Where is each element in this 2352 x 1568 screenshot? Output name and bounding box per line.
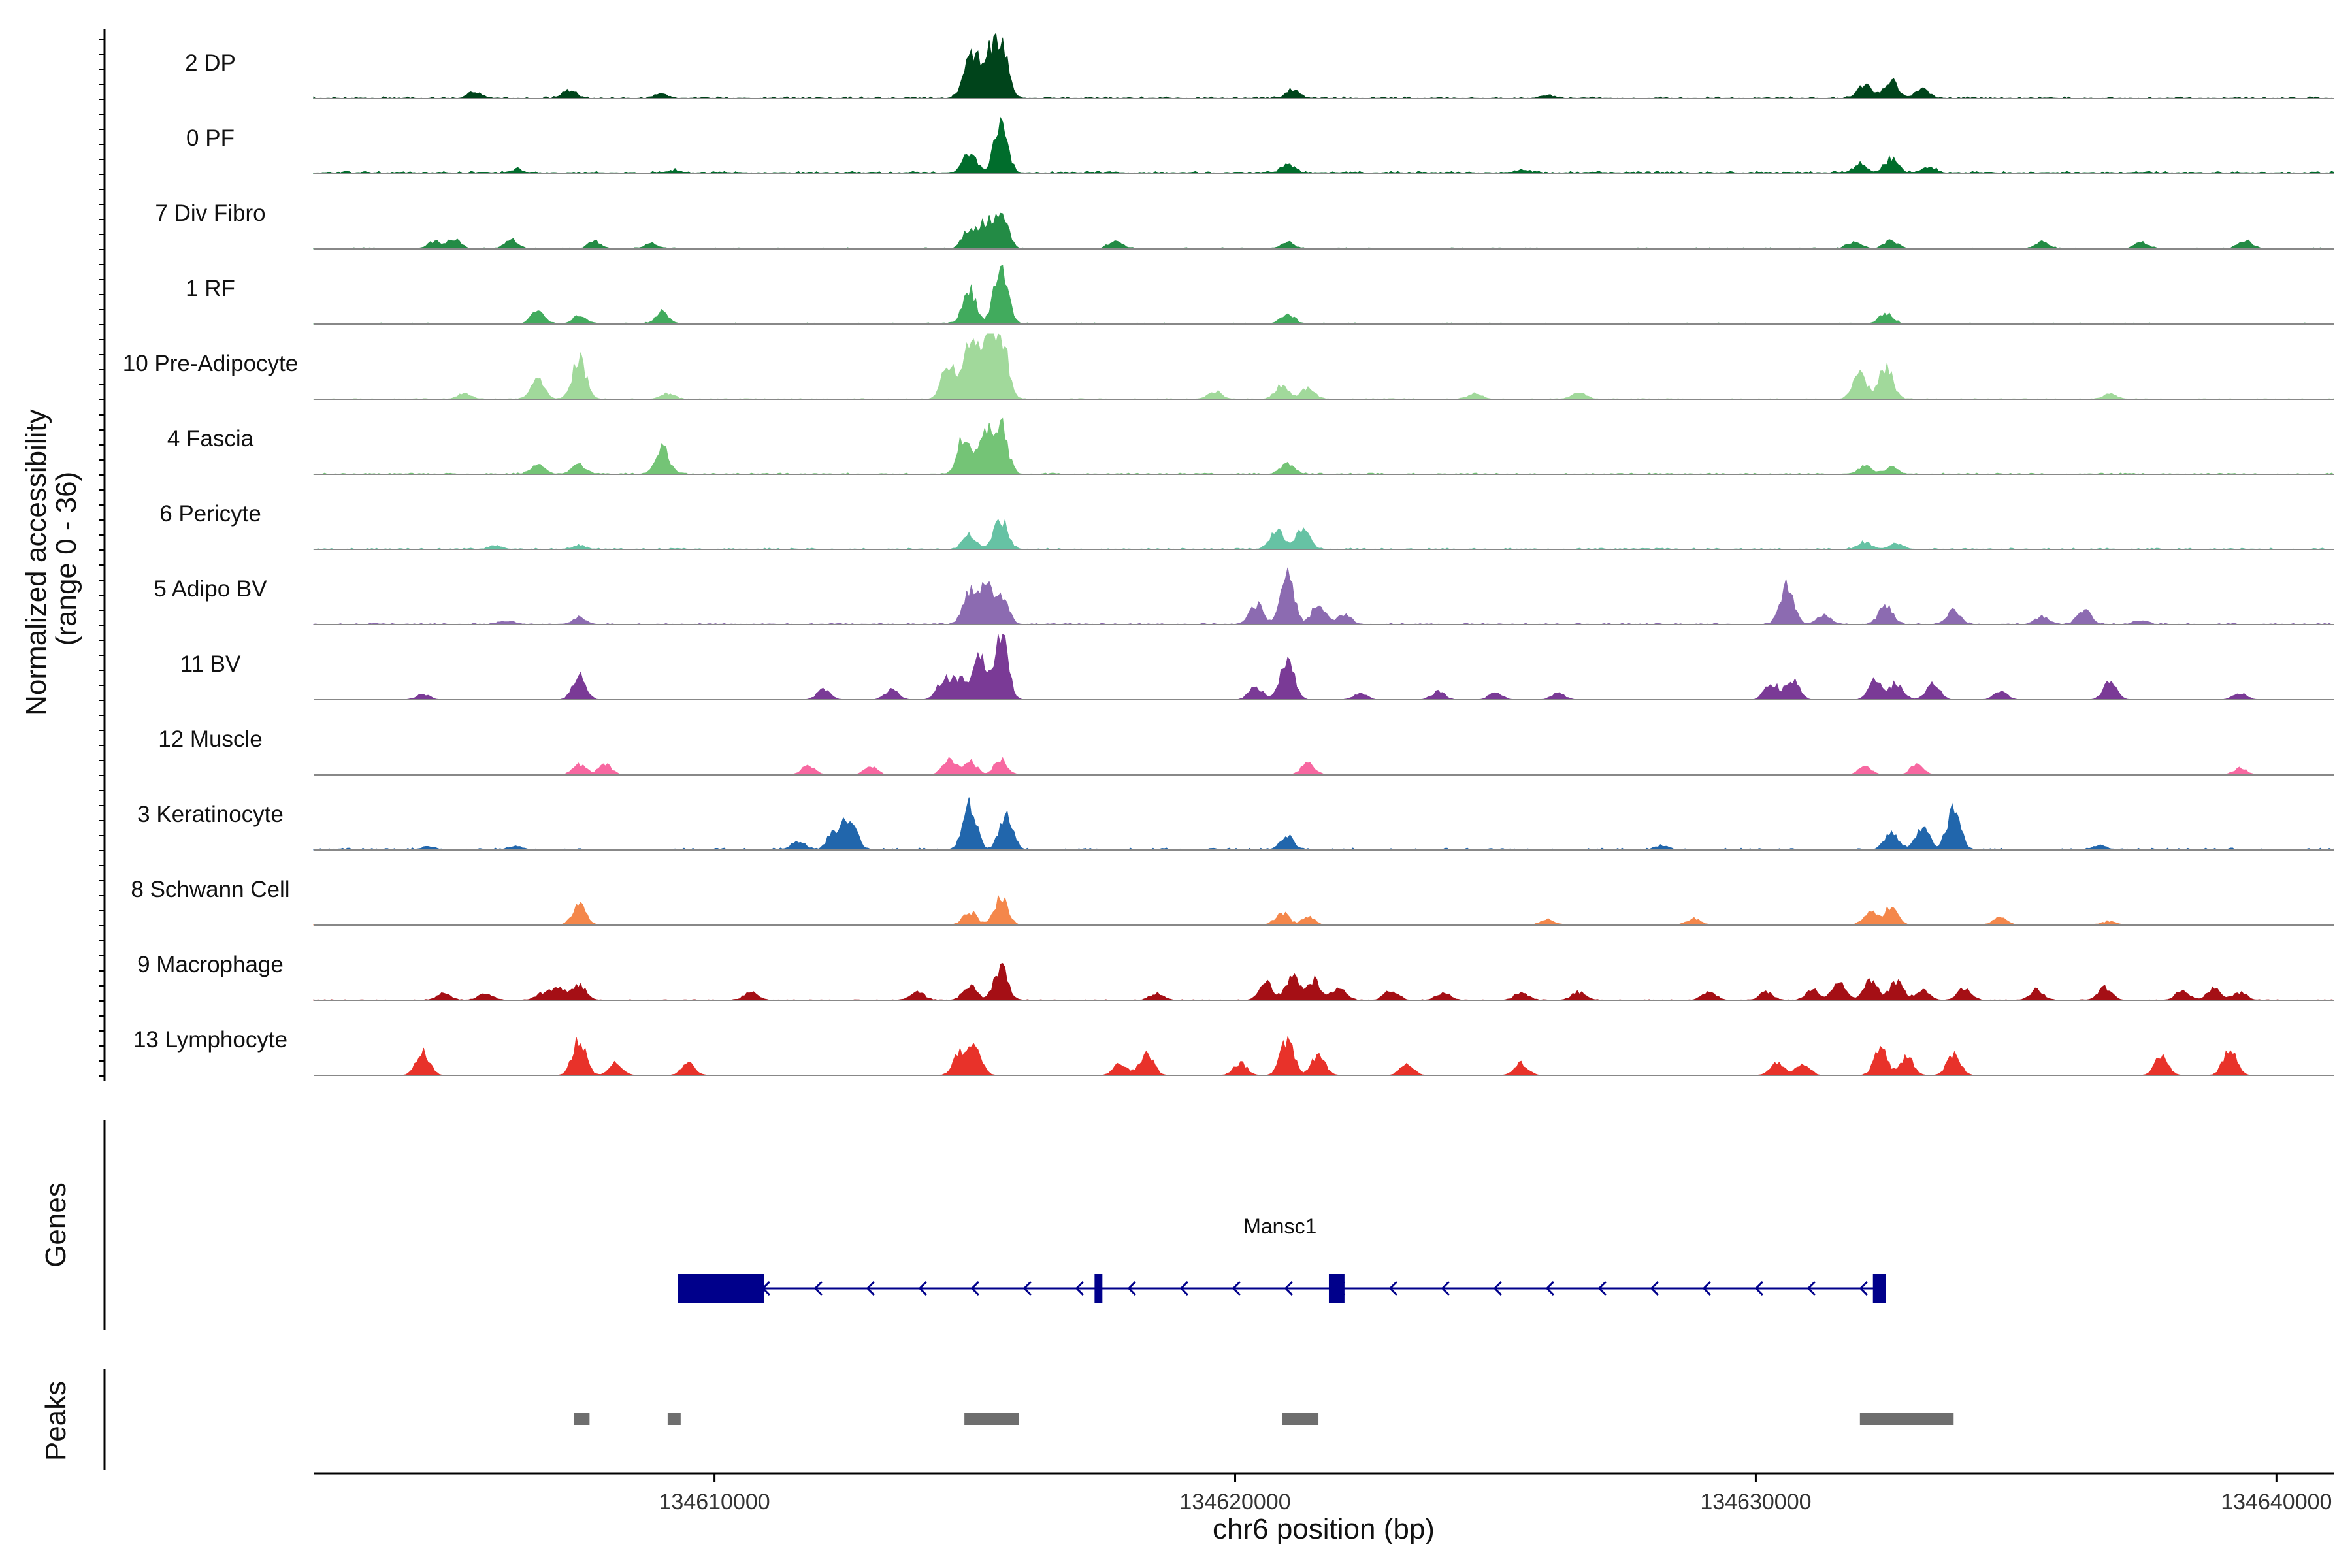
- track-12-muscle: 12 Muscle: [158, 727, 2334, 776]
- strand-arrow: [1022, 1281, 1032, 1296]
- peak-region: [964, 1413, 1019, 1425]
- track-6-pericyte: 6 Pericyte: [159, 501, 2334, 550]
- exon: [678, 1274, 764, 1303]
- gene-models: Mansc1: [678, 1215, 1886, 1303]
- strand-arrow: [1650, 1281, 1659, 1296]
- x-tick-label: 134630000: [1700, 1490, 1811, 1514]
- track-0-pf: 0 PF: [186, 116, 2334, 174]
- peak-region: [667, 1413, 681, 1425]
- track-label: 12 Muscle: [158, 727, 263, 752]
- y-axis-title: Normalized accessibility (range 0 - 36): [20, 401, 82, 716]
- exon: [1872, 1274, 1886, 1303]
- track-8-schwann-cell: 8 Schwann Cell: [131, 877, 2334, 926]
- gene-name-label: Mansc1: [1243, 1215, 1316, 1238]
- track-signal: [313, 32, 2334, 99]
- track-label: 5 Adipo BV: [154, 576, 267, 602]
- peak-region: [1282, 1413, 1319, 1425]
- strand-arrow: [1075, 1281, 1084, 1296]
- x-tick-label: 134610000: [659, 1490, 770, 1514]
- strand-arrow: [1127, 1281, 1136, 1296]
- peak-region: [574, 1413, 590, 1425]
- track-label: 4 Fascia: [167, 426, 254, 451]
- strand-arrow: [1441, 1281, 1450, 1296]
- strand-arrow: [1545, 1281, 1554, 1296]
- strand-arrow: [918, 1281, 927, 1296]
- track-4-fascia: 4 Fascia: [167, 417, 2334, 475]
- x-tick-label: 134620000: [1179, 1490, 1290, 1514]
- gene-mansc1: Mansc1: [678, 1215, 1886, 1303]
- track-10-pre-adipocyte: 10 Pre-Adipocyte: [123, 333, 2334, 400]
- track-9-macrophage: 9 Macrophage: [137, 952, 2334, 1001]
- strand-arrow: [866, 1281, 875, 1296]
- track-label: 2 DP: [185, 50, 236, 76]
- track-1-rf: 1 RF: [186, 265, 2334, 325]
- peak-regions: [574, 1413, 1954, 1425]
- track-label: 6 Pericyte: [159, 501, 261, 527]
- y-axis-title-line2: (range 0 - 36): [50, 472, 82, 646]
- strand-arrow: [1388, 1281, 1397, 1296]
- strand-arrow: [1284, 1281, 1293, 1296]
- strand-arrow: [1702, 1281, 1711, 1296]
- strand-arrow: [1859, 1281, 1868, 1296]
- x-axis-title: chr6 position (bp): [1213, 1513, 1435, 1545]
- track-label: 8 Schwann Cell: [131, 877, 289, 902]
- exon: [1328, 1274, 1345, 1303]
- accessibility-tracks: 2 DP 0 PF 7 Div Fibro 1 RF 10 Pre-Adipocyte 4…: [123, 32, 2334, 1076]
- track-2-dp: 2 DP: [185, 32, 2334, 99]
- track-11-bv: 11 BV: [180, 634, 2334, 700]
- track-label: 13 Lymphocyte: [133, 1027, 287, 1053]
- strand-arrow: [1754, 1281, 1763, 1296]
- track-label: 7 Div Fibro: [155, 201, 265, 226]
- track-3-keratinocyte: 3 Keratinocyte: [137, 797, 2334, 851]
- y-axis-title-line1: Normalized accessibility: [20, 409, 52, 715]
- track-5-adipo-bv: 5 Adipo BV: [154, 567, 2334, 625]
- strand-arrow: [813, 1281, 823, 1296]
- track-label: 1 RF: [186, 276, 235, 301]
- x-axis-ticks: 134610000 134620000 134630000 134640000: [659, 1473, 2332, 1514]
- peak-region: [1859, 1413, 1954, 1425]
- track-label: 0 PF: [186, 125, 235, 151]
- strand-arrow: [1179, 1281, 1188, 1296]
- strand-arrow: [970, 1281, 979, 1296]
- track-13-lymphocyte: 13 Lymphocyte: [133, 1027, 2334, 1076]
- genes-panel-label: Genes: [40, 1183, 72, 1267]
- strand-arrow: [1232, 1281, 1241, 1296]
- track-label: 9 Macrophage: [137, 952, 284, 977]
- exon: [1094, 1274, 1103, 1303]
- strand-arrow: [1806, 1281, 1816, 1296]
- track-7-div-fibro: 7 Div Fibro: [155, 201, 2334, 250]
- track-label: 10 Pre-Adipocyte: [123, 351, 298, 376]
- strand-arrow: [1493, 1281, 1502, 1296]
- peaks-panel-label: Peaks: [40, 1381, 72, 1461]
- strand-arrow: [1597, 1281, 1607, 1296]
- x-tick-label: 134640000: [2221, 1490, 2332, 1514]
- y-axis-ticks: [99, 39, 105, 1077]
- track-label: 11 BV: [180, 651, 241, 677]
- track-label: 3 Keratinocyte: [137, 802, 284, 827]
